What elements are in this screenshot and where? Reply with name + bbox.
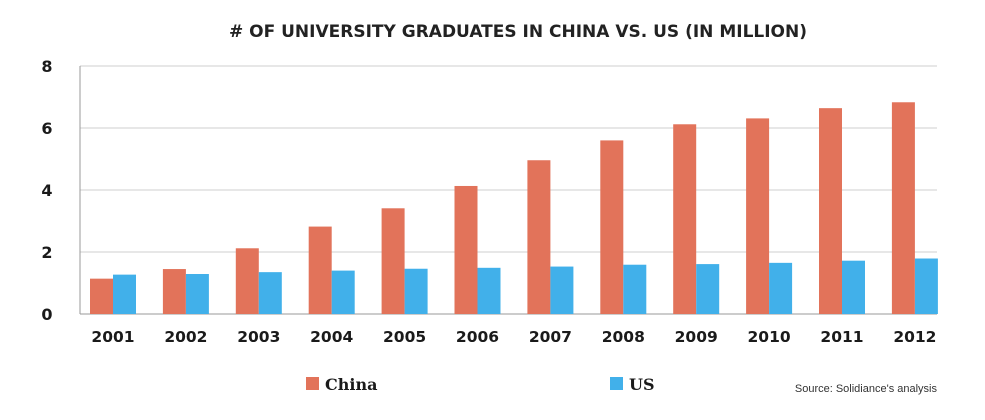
bar-china-2009 [673, 124, 697, 314]
bar-china-2011 [819, 108, 842, 314]
bar-us-2012 [914, 258, 938, 314]
bar-us-2003 [258, 272, 282, 314]
bar-china-2006 [454, 185, 478, 314]
bar-us-2009 [696, 264, 720, 314]
y-tick-label: 0 [41, 305, 52, 324]
bar-us-2010 [769, 262, 793, 314]
y-tick-label: 2 [41, 243, 52, 262]
bar-china-2008 [600, 140, 624, 314]
x-tick-label: 2007 [529, 328, 572, 346]
bar-us-2006 [477, 267, 501, 314]
bar-us-2002 [185, 274, 209, 314]
bar-china-2010 [746, 118, 770, 314]
legend: China US [306, 375, 655, 394]
x-tick-label: 2008 [602, 328, 645, 346]
x-tick-label: 2009 [675, 328, 718, 346]
source-note: Source: Solidiance's analysis [795, 383, 938, 395]
x-tick-label: 2006 [456, 328, 499, 346]
bar-us-2005 [404, 268, 428, 314]
bar-us-2008 [623, 264, 647, 314]
legend-swatch-us [610, 377, 623, 390]
bar-china-2012 [891, 102, 915, 315]
x-tick-label: 2011 [820, 328, 863, 346]
legend-label-us: US [629, 375, 655, 394]
legend-label-china: China [325, 375, 377, 394]
bar-china-2002 [162, 269, 186, 314]
bar-us-2011 [842, 260, 865, 314]
legend-swatch-china [306, 377, 319, 390]
bars [90, 102, 938, 315]
bar-china-2004 [308, 226, 332, 314]
bar-china-2003 [235, 248, 259, 314]
bar-us-2001 [113, 274, 136, 314]
x-tick-label: 2003 [237, 328, 280, 346]
bar-china-2001 [90, 278, 113, 314]
bar-us-2004 [331, 270, 355, 314]
x-tick-label: 2012 [893, 328, 936, 346]
x-tick-label: 2002 [164, 328, 207, 346]
bar-china-2007 [527, 160, 551, 314]
gridlines [79, 65, 937, 315]
x-tick-label: 2001 [91, 328, 134, 346]
x-tick-label: 2004 [310, 328, 353, 346]
bar-china-2005 [381, 208, 405, 314]
chart-title: # OF UNIVERSITY GRADUATES IN CHINA VS. U… [229, 22, 807, 42]
y-tick-label: 6 [41, 119, 52, 138]
x-tick-label: 2005 [383, 328, 426, 346]
y-tick-label: 4 [41, 181, 52, 200]
bar-us-2007 [550, 266, 574, 314]
y-axis-ticks: 0 2 4 6 8 [41, 57, 52, 324]
x-tick-label: 2010 [748, 328, 791, 346]
y-tick-label: 8 [41, 57, 52, 76]
x-axis-ticks: 2001 2002 2003 2004 2005 2006 2007 2008 2009 2010… [91, 328, 936, 346]
